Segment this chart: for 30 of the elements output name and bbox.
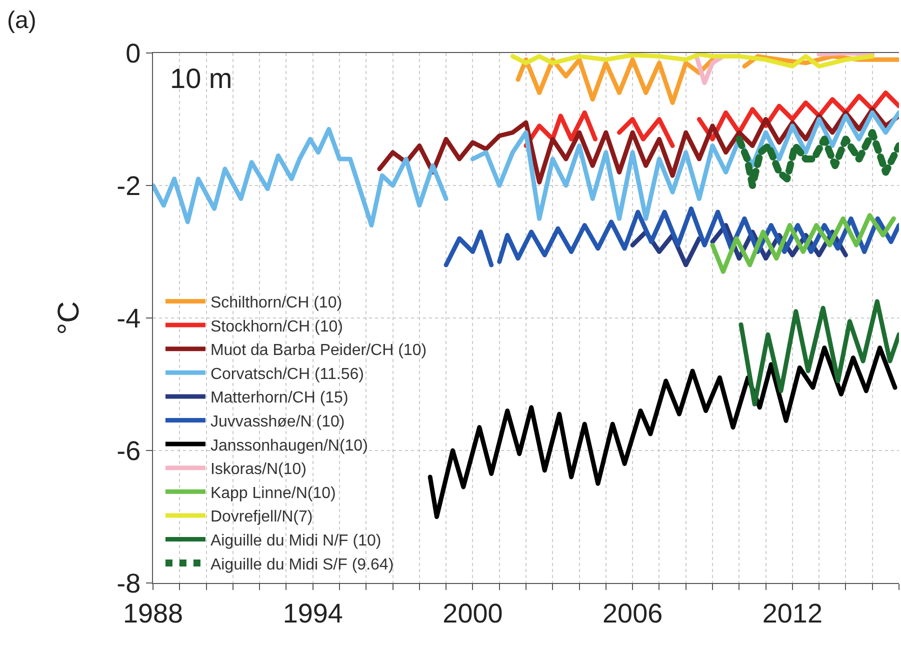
legend-label: Stockhorn/CH (10): [210, 318, 343, 336]
legend-label: Juvvasshøe/N (10): [210, 413, 345, 430]
annotation: 10 m: [170, 63, 232, 94]
y-axis-title: °C: [52, 301, 86, 335]
legend-label: Aiguille du Midi N/F (10): [210, 532, 382, 550]
line-series: [510, 53, 875, 68]
legend-label: Iskoras/N(10): [210, 461, 306, 478]
legend-label: Muot da Barba Peider/CH (10): [210, 342, 427, 360]
y-tick-label: -2: [116, 170, 141, 201]
line-series: [377, 107, 899, 184]
y-tick-label: -4: [116, 303, 141, 334]
x-tick-label: 1988: [122, 598, 184, 628]
legend-label: Aiguille du Midi S/F (9.64): [210, 556, 394, 574]
x-tick-label: 1994: [282, 598, 343, 628]
line-series: [738, 299, 899, 406]
x-tick-label: 2000: [442, 598, 503, 628]
y-tick-label: -8: [116, 568, 141, 598]
line-series: [428, 346, 898, 519]
line-series: [710, 213, 896, 274]
x-tick-label: 2012: [762, 598, 822, 628]
legend-label: Dovrefjell/N(7): [210, 508, 313, 526]
legend-label: Kapp Linne/N(10): [210, 484, 336, 502]
legend-label: Matterhorn/CH (15): [210, 390, 348, 407]
legend-label: Schilthorn/CH (10): [210, 294, 342, 312]
y-tick-label: -6: [116, 436, 141, 466]
text: (a): [7, 7, 36, 34]
legend-label: Corvatsch/CH (11.56): [210, 366, 364, 383]
legend-label: Janssonhaugen/N(10): [210, 437, 368, 454]
y-tick-label: 0: [126, 38, 141, 68]
x-tick-label: 2006: [602, 598, 663, 628]
